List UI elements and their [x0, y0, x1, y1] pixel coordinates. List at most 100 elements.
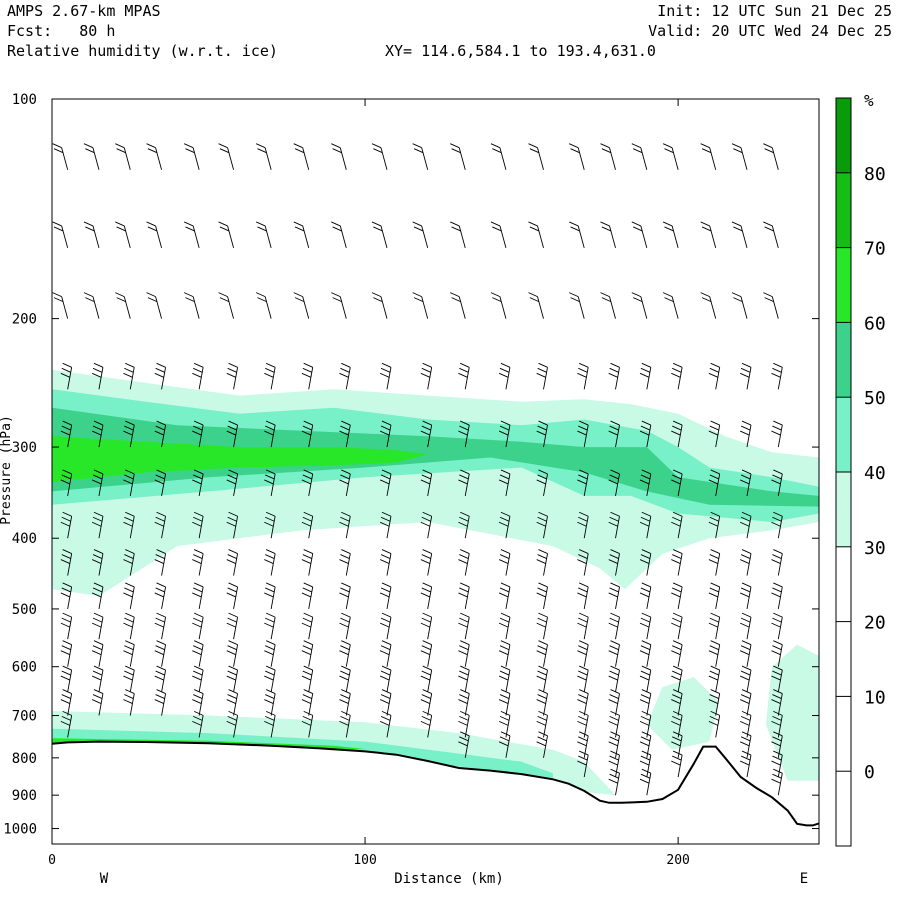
y-tick-label: 800: [12, 751, 37, 767]
wind-barb: [146, 143, 163, 170]
wind-barb: [192, 362, 204, 390]
wind-barb: [700, 143, 717, 170]
wind-barb: [83, 221, 100, 249]
wind-barb: [123, 362, 135, 390]
colorbar-segment: [836, 247, 851, 323]
wind-barb: [420, 710, 433, 738]
wind-barb: [91, 469, 104, 497]
wind-barb: [60, 640, 73, 667]
wind-barb: [264, 640, 276, 667]
wind-barb: [60, 612, 73, 640]
wind-barb: [264, 665, 276, 693]
wind-barb: [763, 292, 779, 319]
wind-barb: [154, 582, 167, 610]
wind-barb: [671, 362, 683, 390]
rh-region-6: [646, 677, 719, 750]
wind-barb: [662, 221, 679, 249]
wind-barb: [339, 710, 351, 738]
wind-barb: [123, 612, 135, 640]
wind-barb: [490, 143, 507, 170]
header-forecast: Fcst: 80 h: [7, 22, 116, 40]
terrain-layer: [51, 740, 820, 844]
wind-barb: [379, 582, 392, 610]
wind-barb: [91, 665, 104, 693]
below-ground-mask: [52, 741, 819, 844]
colorbar-segment: [836, 696, 851, 772]
wind-barb: [91, 511, 104, 539]
wind-barb: [771, 582, 783, 610]
wind-barb: [771, 362, 783, 390]
wind-barb: [577, 612, 589, 640]
wind-barb: [420, 640, 433, 667]
wind-barb: [536, 469, 548, 497]
wind-barb: [671, 549, 683, 576]
wind-barb: [183, 221, 200, 249]
wind-barb: [154, 362, 167, 390]
wind-barb: [183, 292, 200, 319]
wind-barb: [226, 665, 239, 693]
colorbar-segment: [836, 621, 851, 697]
wind-barb: [60, 511, 73, 539]
wind-barb: [146, 221, 163, 249]
colorbar: 0 10 20 30 40 50 60 70 80: [835, 97, 886, 847]
wind-barb: [218, 143, 235, 170]
wind-barb: [536, 689, 548, 716]
x-axis: 0 100 200: [48, 99, 690, 868]
wind-barb: [371, 221, 388, 249]
wind-barb: [412, 143, 429, 170]
wind-barb: [536, 420, 548, 448]
wind-barb: [608, 750, 620, 778]
wind-barb: [490, 292, 507, 319]
wind-barb: [192, 640, 204, 667]
wind-barb: [339, 511, 351, 539]
wind-barb: [671, 640, 683, 667]
wind-barb: [420, 689, 433, 716]
wind-barb: [608, 549, 620, 576]
x-tick-label: 0: [48, 853, 56, 868]
wind-barb: [671, 689, 683, 716]
wind-barb: [255, 292, 272, 319]
wind-barb: [498, 511, 511, 539]
wind-barb: [123, 549, 135, 576]
wind-barb: [577, 710, 589, 738]
wind-barb: [379, 710, 392, 738]
wind-barb: [458, 511, 470, 539]
wind-barb: [739, 549, 752, 576]
wind-barb: [301, 612, 314, 640]
wind-barb: [771, 710, 783, 738]
wind-barb: [639, 469, 652, 497]
wind-barb: [331, 143, 347, 170]
wind-barb: [226, 582, 239, 610]
wind-barb: [301, 362, 314, 390]
wind-barb: [91, 549, 104, 576]
wind-barb: [608, 689, 620, 716]
y-tick-label: 600: [12, 660, 37, 676]
x-tick-label: 200: [666, 853, 689, 868]
wind-barb: [192, 689, 204, 716]
y-tick-label: 300: [12, 440, 37, 456]
wind-barb: [154, 511, 167, 539]
wind-barb: [498, 731, 511, 758]
wind-barb: [577, 640, 589, 667]
wind-barb: [123, 665, 135, 693]
y-tick-label: 900: [12, 788, 37, 804]
wind-barb: [700, 292, 717, 319]
wind-barb: [662, 292, 679, 319]
wind-barb: [708, 362, 721, 390]
wind-barb: [379, 420, 392, 448]
wind-barb: [264, 362, 276, 390]
wind-barb: [763, 221, 779, 249]
colorbar-segment: [836, 98, 851, 173]
rh-region-5: [765, 644, 819, 781]
wind-barb: [739, 511, 752, 539]
wind-barb: [123, 420, 135, 448]
wind-barb: [226, 689, 239, 716]
wind-barb: [264, 469, 276, 497]
wind-barb: [192, 612, 204, 640]
wind-barb: [639, 731, 652, 758]
wind-barb: [498, 362, 511, 390]
wind-barb: [218, 221, 235, 249]
wind-barb: [52, 221, 69, 249]
wind-barb: [450, 143, 466, 170]
wind-barb: [739, 362, 752, 390]
